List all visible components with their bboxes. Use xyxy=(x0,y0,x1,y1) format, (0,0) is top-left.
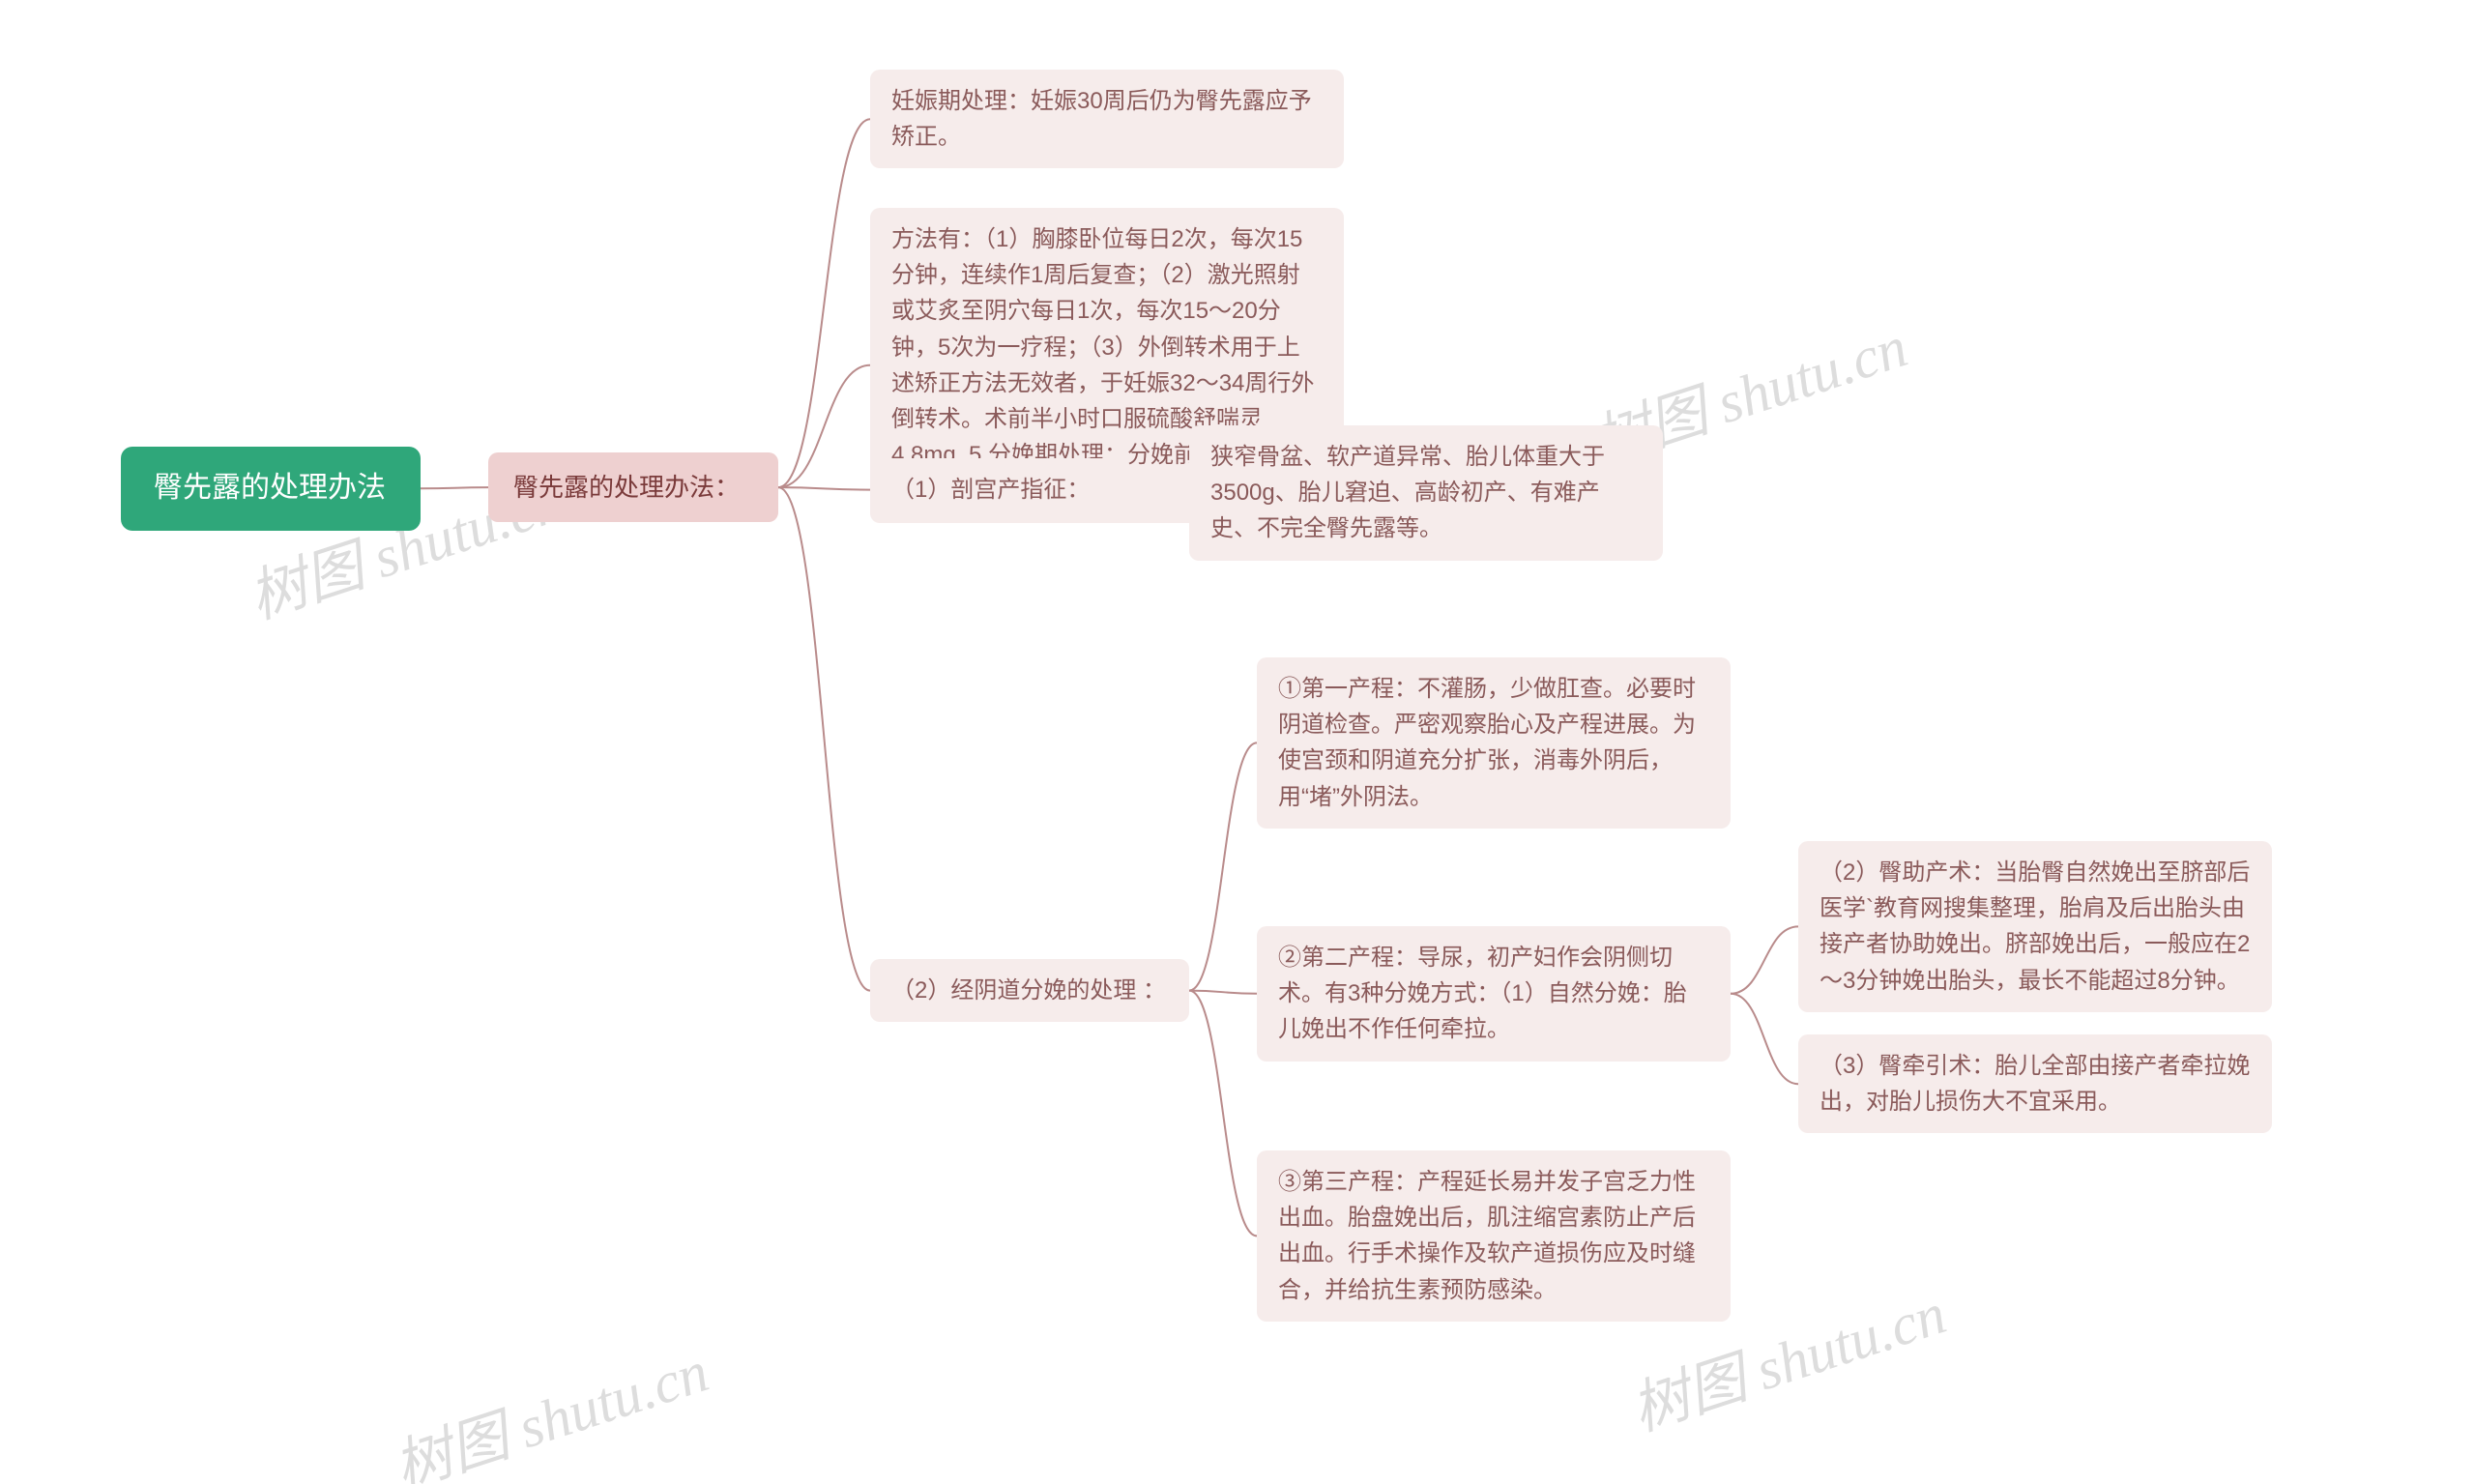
mindmap-canvas: 树图 shutu.cn树图 shutu.cn树图 shutu.cn树图 shut… xyxy=(0,0,2475,1484)
connector xyxy=(1189,991,1257,994)
root-node: 臀先露的处理办法 xyxy=(121,447,421,531)
leaf-node-stage3: ③第三产程：产程延长易并发子宫乏力性出血。胎盘娩出后，肌注缩宫素防止产后出血。行… xyxy=(1257,1150,1731,1322)
leaf-node-breech-extraction: （3）臀牵引术：胎儿全部由接产者牵拉娩出，对胎儿损伤大不宜采用。 xyxy=(1798,1034,2272,1133)
leaf-node-stage2: ②第二产程：导尿，初产妇作会阴侧切术。有3种分娩方式：（1）自然分娩：胎儿娩出不… xyxy=(1257,926,1731,1062)
leaf-label: （3）臀牵引术：胎儿全部由接产者牵拉娩出，对胎儿损伤大不宜采用。 xyxy=(1820,1053,2250,1115)
connector xyxy=(421,487,488,488)
leaf-label: （2）经阴道分娩的处理 ： xyxy=(891,977,1166,1004)
leaf-label: 妊娠期处理：妊娠30周后仍为臀先露应予矫正。 xyxy=(891,88,1312,150)
level1-label: 臀先露的处理办法： xyxy=(513,473,740,502)
connector xyxy=(778,119,870,487)
connector xyxy=(778,487,870,990)
leaf-node-cesarean: （1）剖宫产指征： xyxy=(870,458,1121,521)
leaf-label: （2）臀助产术：当胎臀自然娩出至脐部后医学`教育网搜集整理，胎肩及后出胎头由接产… xyxy=(1820,859,2250,994)
connector xyxy=(1189,742,1257,990)
connector xyxy=(778,487,870,489)
leaf-label: ③第三产程：产程延长易并发子宫乏力性出血。胎盘娩出后，肌注缩宫素防止产后出血。行… xyxy=(1278,1169,1696,1303)
connector xyxy=(1731,926,1798,993)
leaf-node-vaginal: （2）经阴道分娩的处理 ： xyxy=(870,959,1189,1022)
leaf-node-pregnancy: 妊娠期处理：妊娠30周后仍为臀先露应予矫正。 xyxy=(870,70,1344,168)
connector xyxy=(1189,991,1257,1237)
leaf-label: ②第二产程：导尿，初产妇作会阴侧切术。有3种分娩方式：（1）自然分娩：胎儿娩出不… xyxy=(1278,945,1687,1042)
leaf-label: 狭窄骨盆、软产道异常、胎儿体重大于3500g、胎儿窘迫、高龄初产、有难产史、不完… xyxy=(1210,444,1605,541)
level1-node: 臀先露的处理办法： xyxy=(488,452,778,522)
root-label: 臀先露的处理办法 xyxy=(154,472,386,504)
leaf-label: ①第一产程：不灌肠，少做肛查。必要时阴道检查。严密观察胎心及产程进展。为使宫颈和… xyxy=(1278,676,1696,810)
watermark: 树图 shutu.cn xyxy=(382,1324,717,1484)
leaf-label: （1）剖宫产指征： xyxy=(891,477,1090,503)
connector xyxy=(1731,994,1798,1084)
leaf-node-assisted-breech: （2）臀助产术：当胎臀自然娩出至脐部后医学`教育网搜集整理，胎肩及后出胎头由接产… xyxy=(1798,841,2272,1012)
leaf-node-cesarean-indications: 狭窄骨盆、软产道异常、胎儿体重大于3500g、胎儿窘迫、高龄初产、有难产史、不完… xyxy=(1189,425,1663,561)
connector xyxy=(778,365,870,487)
leaf-node-stage1: ①第一产程：不灌肠，少做肛查。必要时阴道检查。严密观察胎心及产程进展。为使宫颈和… xyxy=(1257,657,1731,829)
